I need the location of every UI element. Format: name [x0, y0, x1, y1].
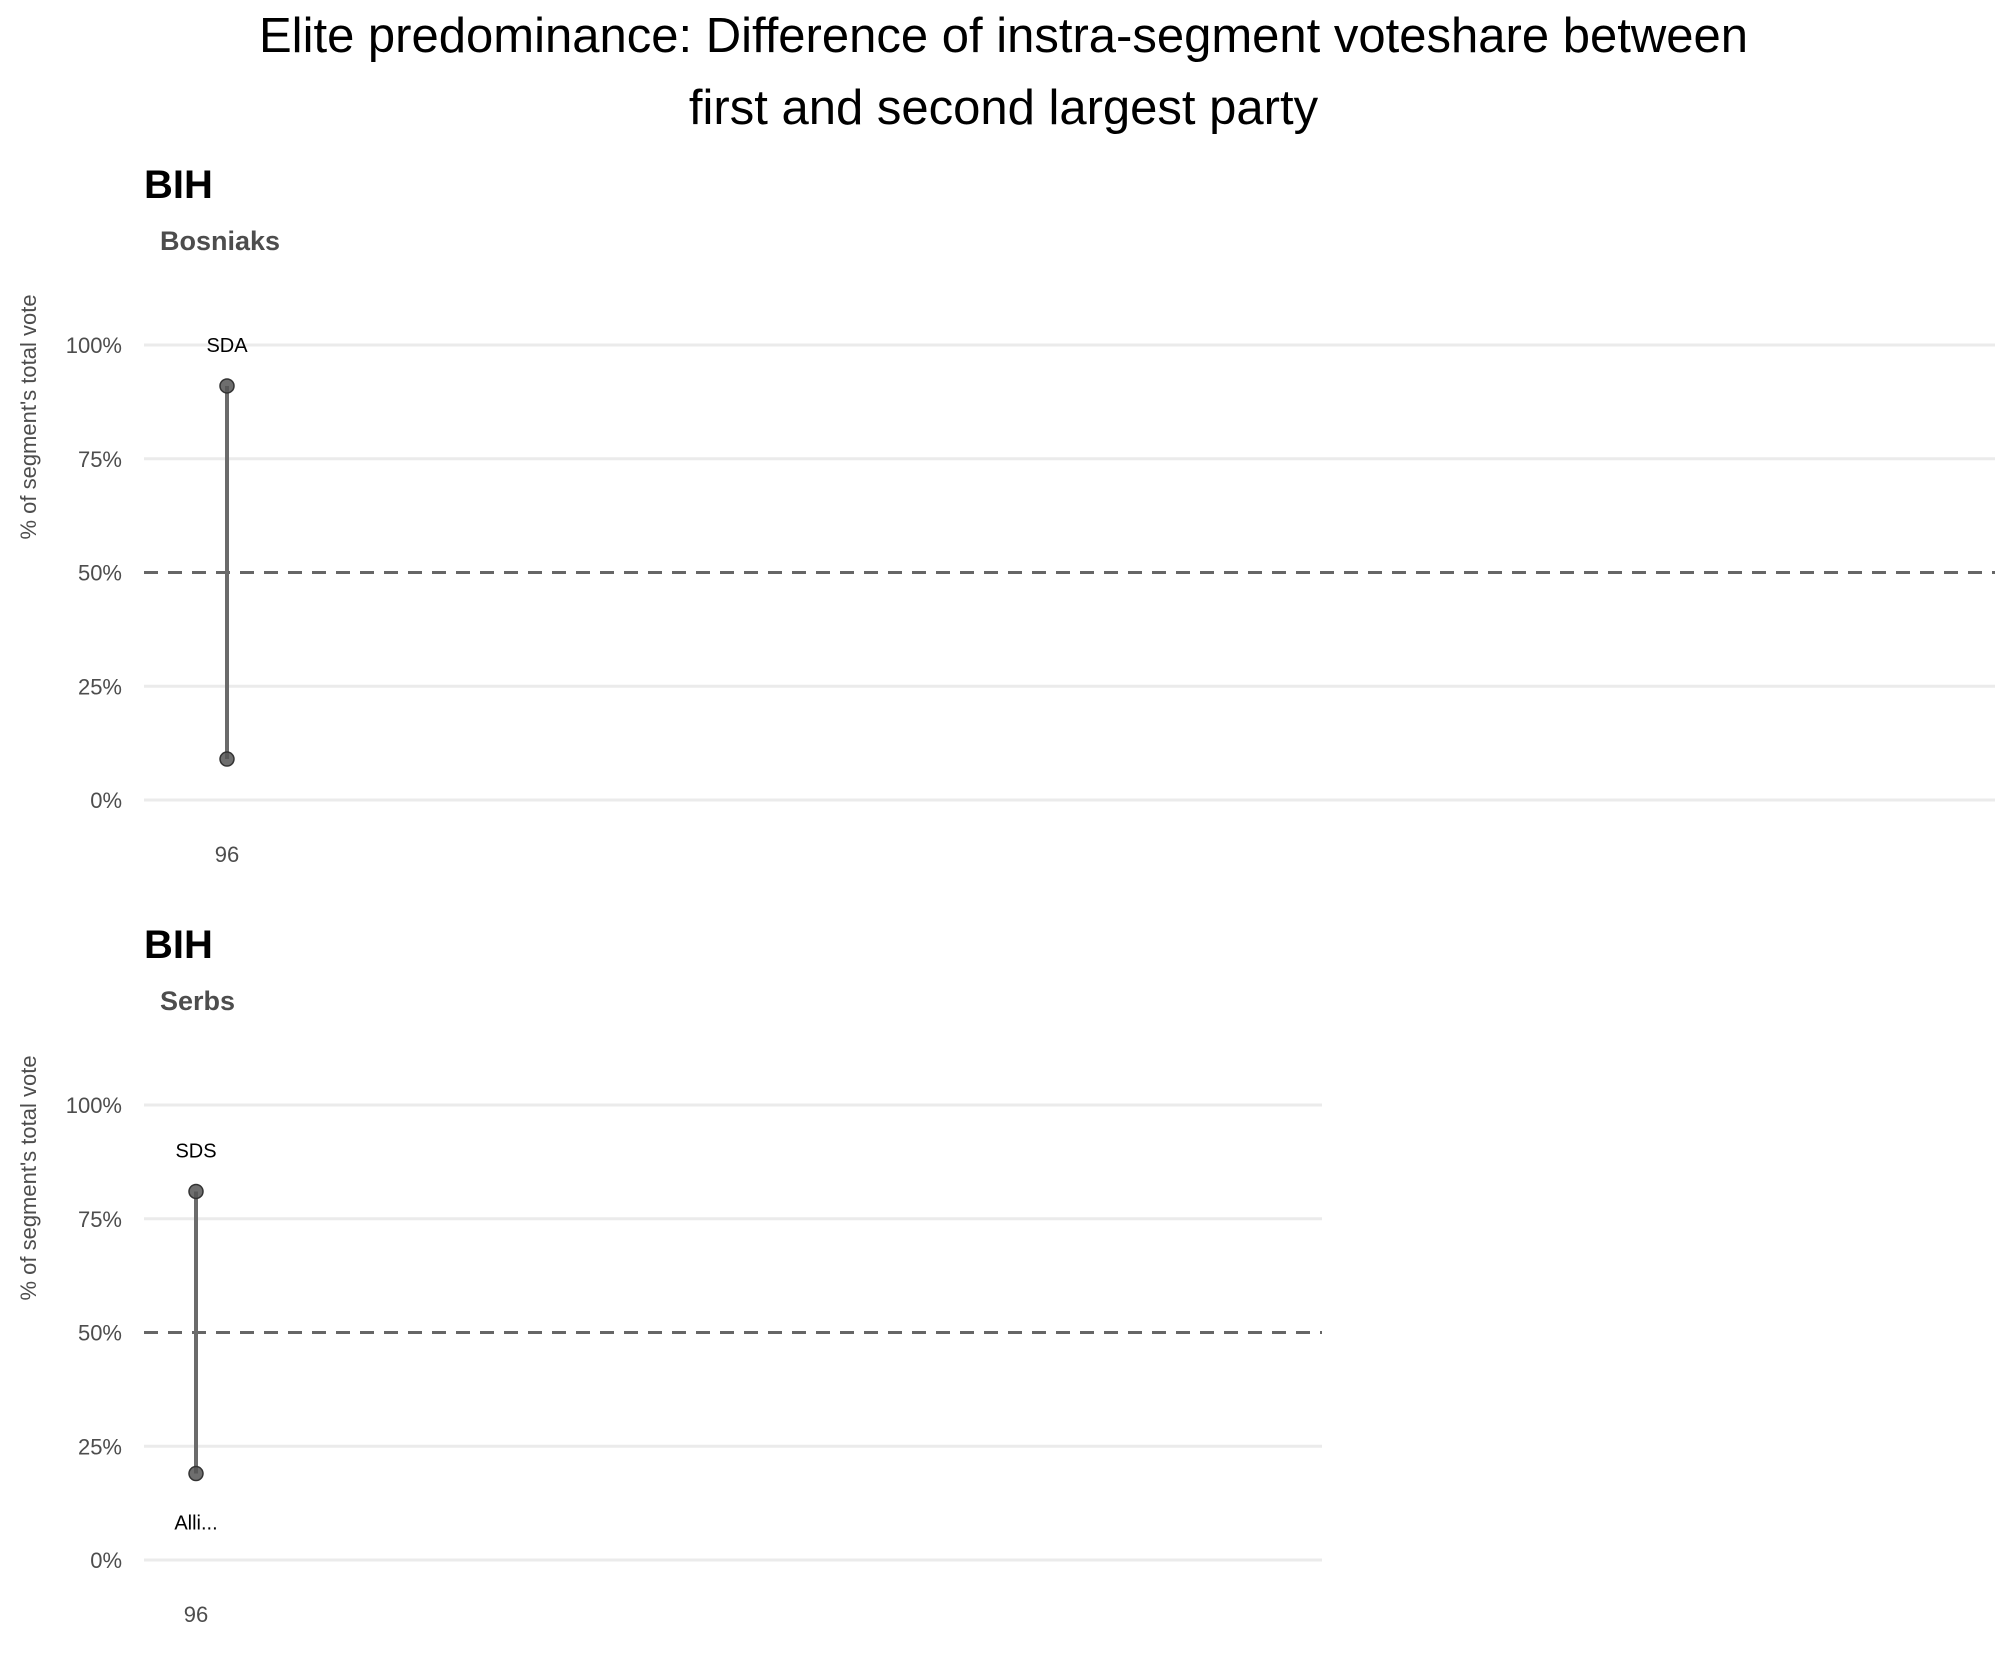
x-tick-label: 96 — [184, 1602, 208, 1627]
chart-title-line-2: first and second largest party — [688, 81, 1319, 135]
y-tick-label: 0% — [90, 1548, 122, 1573]
y-tick-label: 50% — [78, 561, 122, 586]
y-tick-label: 25% — [78, 674, 122, 699]
y-tick-label: 25% — [78, 1434, 122, 1459]
second-party-point — [219, 751, 235, 767]
y-tick-label: 50% — [78, 1321, 122, 1346]
panel-subtitle: Serbs — [160, 986, 235, 1016]
chart-title-line-1: Elite predominance: Difference of instra… — [259, 9, 1748, 63]
first-party-point — [219, 378, 235, 394]
second-party-label: Alli... — [174, 1513, 217, 1535]
y-tick-label: 100% — [66, 1093, 122, 1118]
panel-title: BIH — [144, 923, 213, 967]
first-party-label: SDS — [175, 1140, 216, 1162]
y-tick-label: 100% — [66, 333, 122, 358]
y-tick-label: 75% — [78, 1207, 122, 1232]
y-tick-label: 0% — [90, 788, 122, 813]
first-party-label: SDA — [206, 335, 248, 357]
first-party-point — [188, 1183, 204, 1200]
panel-title: BIH — [144, 163, 213, 207]
y-axis-label: % of segment's total vote — [16, 1055, 41, 1300]
panel-subtitle: Bosniaks — [160, 226, 280, 256]
y-axis-label: % of segment's total vote — [16, 294, 41, 539]
x-tick-label: 96 — [215, 842, 239, 867]
y-tick-label: 75% — [78, 447, 122, 472]
second-party-point — [188, 1465, 204, 1482]
